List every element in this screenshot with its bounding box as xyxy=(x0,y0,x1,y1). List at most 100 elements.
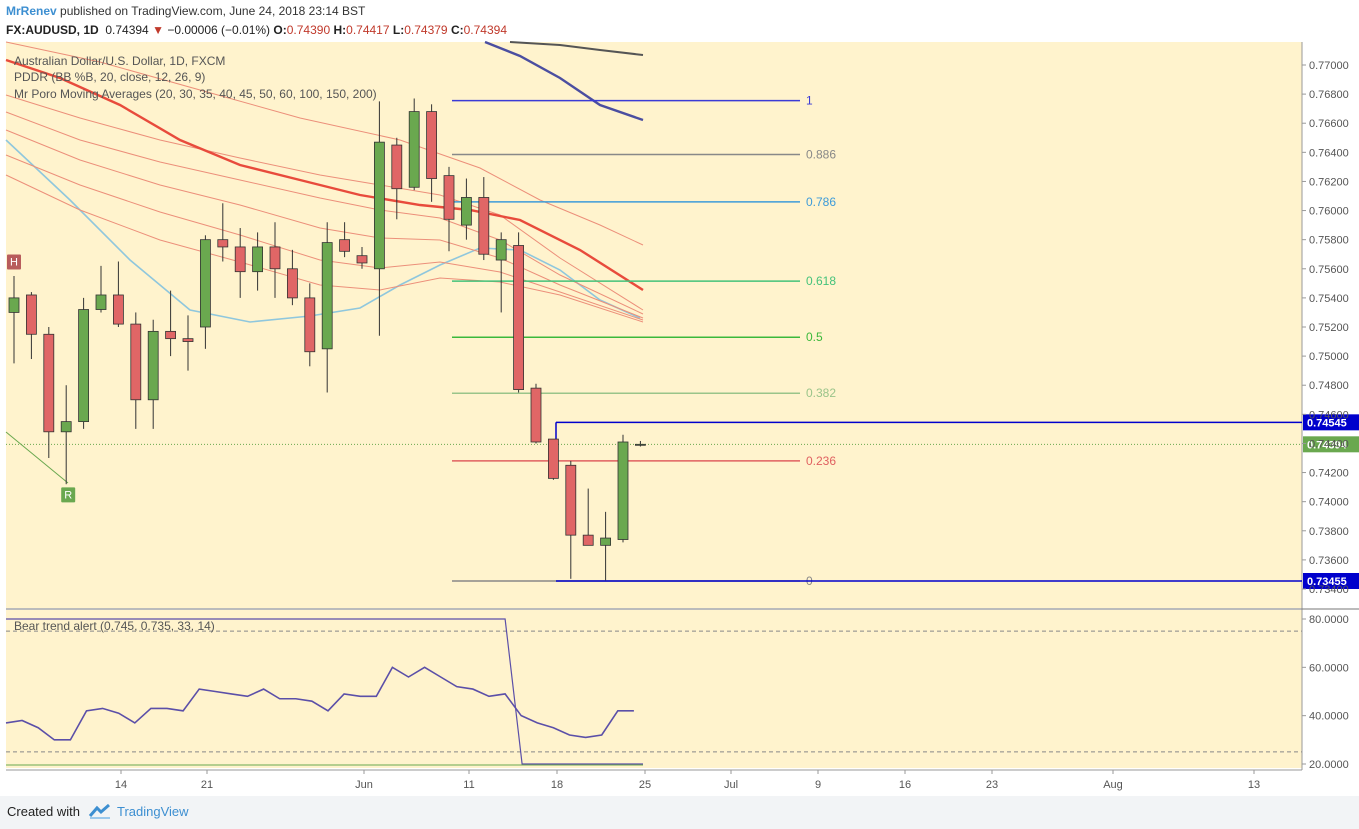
time-axis[interactable]: 14 21 Jun 11 18 25 Jul 9 16 23 Aug 13 xyxy=(115,770,1260,791)
candles xyxy=(8,98,646,581)
author-name[interactable]: MrRenev xyxy=(6,4,57,18)
oscillator-axis-label: 20.0000 xyxy=(1309,759,1349,771)
candle xyxy=(530,383,542,444)
candle-body xyxy=(286,268,298,299)
moving-average-line-3 xyxy=(5,154,644,321)
oscillator-axis[interactable]: 80.0000 60.0000 40.0000 20.0000 xyxy=(1302,614,1349,771)
moving-average-line-7 xyxy=(5,58,644,292)
oscillator-step-line xyxy=(6,618,643,765)
oscillator-axis-label: 80.0000 xyxy=(1309,614,1349,626)
candle xyxy=(60,385,72,485)
candle-body xyxy=(356,255,368,264)
candle xyxy=(548,438,559,480)
candle-body xyxy=(8,297,20,313)
created-with-text: Created with xyxy=(7,804,80,819)
candle xyxy=(25,292,37,360)
price-badge-label: 0.73455 xyxy=(1307,576,1347,588)
moving-average-line-10 xyxy=(509,41,644,56)
candle xyxy=(147,319,159,429)
fib-level-label: 1 xyxy=(806,94,813,108)
low-value: 0.74379 xyxy=(404,23,448,37)
fib-level-label: 0.786 xyxy=(806,195,836,209)
candle xyxy=(426,104,438,202)
candle-body xyxy=(339,239,351,252)
moving-average-line-4 xyxy=(5,129,644,319)
candle-body xyxy=(408,111,420,188)
candle-body xyxy=(582,534,594,546)
candle xyxy=(321,222,333,393)
time-axis-label: 18 xyxy=(551,779,563,791)
time-axis-label: 23 xyxy=(986,779,998,791)
high-value: 0.74417 xyxy=(346,23,390,37)
candle-body xyxy=(147,330,159,401)
candle xyxy=(635,440,646,447)
marker-label: R xyxy=(64,489,72,501)
fib-level-label: 0.236 xyxy=(806,454,836,468)
low-label: L: xyxy=(392,23,405,37)
candle xyxy=(478,177,490,261)
candle xyxy=(182,315,194,371)
candle-body xyxy=(60,421,72,433)
time-axis-label: 21 xyxy=(201,779,213,791)
price-axis-label: 0.75800 xyxy=(1309,235,1349,247)
candle xyxy=(513,232,524,393)
candle-body xyxy=(321,242,333,350)
tradingview-link[interactable]: TradingView xyxy=(117,804,189,819)
candle-body xyxy=(304,297,316,353)
candle-body xyxy=(513,245,524,390)
open-label: O: xyxy=(273,23,287,37)
candle-body xyxy=(548,438,559,479)
oscillator-line xyxy=(5,666,634,741)
legend-pddr: PDDR (BB %B, 20, close, 12, 26, 9) xyxy=(14,70,205,84)
time-axis-label: 25 xyxy=(639,779,651,791)
time-axis-label: 13 xyxy=(1248,779,1260,791)
close-label: C: xyxy=(450,23,464,37)
legend-symbol: Australian Dollar/U.S. Dollar, 1D, FXCM xyxy=(14,54,225,68)
publish-header: MrRenev published on TradingView.com, Ju… xyxy=(0,0,1359,22)
fib-level-label: 0.886 xyxy=(806,148,836,162)
candle-body xyxy=(113,294,124,325)
price-axis-label: 0.75200 xyxy=(1309,322,1349,334)
candle-body xyxy=(95,294,107,310)
price-axis-label: 0.76600 xyxy=(1309,118,1349,130)
candle xyxy=(252,232,264,291)
candle-body xyxy=(495,239,507,261)
last-price-badge-label: 0.74394 xyxy=(1307,439,1348,451)
candle-body xyxy=(234,246,246,273)
time-axis-label: 14 xyxy=(115,779,127,791)
marker-badge xyxy=(7,254,21,270)
candle xyxy=(495,232,507,313)
candle xyxy=(113,261,124,327)
candle-body xyxy=(43,333,55,433)
candle xyxy=(600,511,611,581)
close-value: 0.74394 xyxy=(463,23,508,37)
price-badge xyxy=(1303,572,1359,589)
footer: Created with TradingView xyxy=(0,796,1359,829)
price-axis-label: 0.75600 xyxy=(1309,264,1349,276)
price-axis-label: 0.74200 xyxy=(1309,468,1349,480)
price-axis-label: 0.77000 xyxy=(1309,60,1349,72)
candle-body xyxy=(565,464,577,536)
price-pane-background xyxy=(6,42,1302,608)
candle xyxy=(217,203,229,262)
fib-level-label: 0.618 xyxy=(806,274,836,288)
marker-label: H xyxy=(10,257,18,269)
candle-body xyxy=(269,246,281,270)
oscillator-pane-background xyxy=(6,610,1302,768)
fib-level-label: 0.382 xyxy=(806,386,836,400)
candle xyxy=(582,488,594,546)
candle xyxy=(165,290,177,357)
last-price: 0.74394 xyxy=(105,23,149,37)
price-axis[interactable]: 0.77000 0.76800 0.76600 0.76400 0.76200 0.760… xyxy=(1302,60,1349,596)
moving-average-line-2 xyxy=(5,174,644,323)
candle-body xyxy=(426,111,438,179)
open-value: 0.74390 xyxy=(286,23,331,37)
price-badge xyxy=(1303,414,1359,431)
price-axis-label: 0.73800 xyxy=(1309,526,1349,538)
last-price-badge xyxy=(1303,436,1359,453)
horizontal-levels[interactable]: 0.74545 0.73455 0.74394 xyxy=(6,414,1359,589)
price-axis-label: 0.73400 xyxy=(1309,584,1349,596)
price-axis-label: 0.73600 xyxy=(1309,555,1349,567)
